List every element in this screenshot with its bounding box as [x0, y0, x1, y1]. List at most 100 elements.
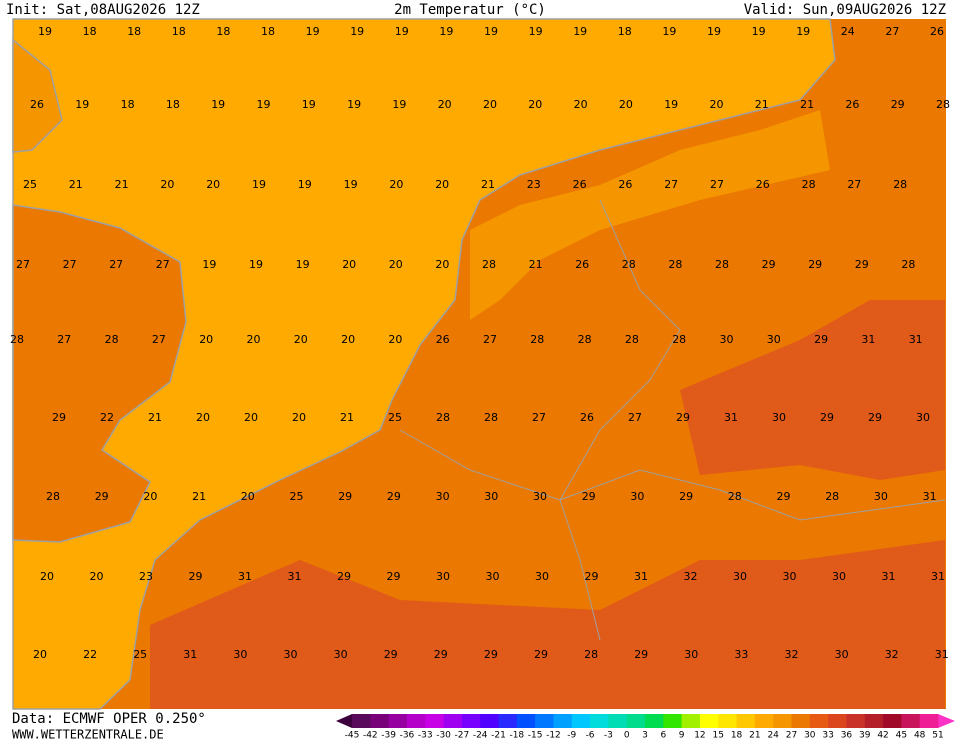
- colorbar-bin: [699, 714, 719, 728]
- temperature-label: 20: [292, 411, 306, 424]
- colorbar-bin: [516, 714, 536, 728]
- colorbar-tick-label: 48: [914, 731, 926, 741]
- colorbar-bin: [864, 714, 884, 728]
- colorbar-tick-label: -27: [455, 731, 470, 741]
- temperature-label: 30: [832, 570, 846, 583]
- temperature-label: 18: [216, 25, 230, 38]
- temperature-label: 19: [664, 98, 678, 111]
- temperature-label: 20: [483, 98, 497, 111]
- temperature-label: 20: [341, 333, 355, 346]
- temperature-label: 18: [261, 25, 275, 38]
- temperature-label: 29: [676, 411, 690, 424]
- colorbar-bin: [608, 714, 628, 728]
- map-title: 2m Temperatur (°C): [394, 2, 546, 18]
- colorbar-bin: [809, 714, 829, 728]
- colorbar-tick-label: -18: [509, 731, 524, 741]
- temperature-label: 30: [733, 570, 747, 583]
- colorbar-bin: [883, 714, 902, 728]
- temperature-label: 20: [435, 258, 449, 271]
- data-source: Data: ECMWF OPER 0.250°: [12, 711, 206, 727]
- temperature-label: 28: [10, 333, 24, 346]
- temperature-label: 20: [196, 411, 210, 424]
- temperature-label: 29: [387, 570, 401, 583]
- temperature-label: 18: [127, 25, 141, 38]
- temperature-label: 28: [668, 258, 682, 271]
- temperature-label: 30: [436, 490, 450, 503]
- colorbar-bin: [919, 714, 939, 728]
- colorbar-bin: [590, 714, 609, 728]
- temperature-label: 30: [436, 570, 450, 583]
- temperature-label: 20: [160, 178, 174, 191]
- temperature-label: 19: [350, 25, 364, 38]
- temperature-label: 28: [936, 98, 950, 111]
- colorbar-tick-label: 45: [896, 731, 907, 741]
- temperature-label: 29: [679, 490, 693, 503]
- colorbar-tick-label: 27: [786, 731, 797, 741]
- temperature-label: 24: [841, 25, 855, 38]
- colorbar-bin: [791, 714, 811, 728]
- temperature-label: 33: [734, 648, 748, 661]
- temperature-label: 20: [389, 258, 403, 271]
- temperature-label: 26: [436, 333, 450, 346]
- temperature-label: 19: [257, 98, 271, 111]
- temperature-label: 19: [296, 258, 310, 271]
- temperature-label: 20: [40, 570, 54, 583]
- temperature-label: 20: [33, 648, 47, 661]
- temperature-label: 28: [578, 333, 592, 346]
- temperature-label: 21: [148, 411, 162, 424]
- colorbar-bin: [828, 714, 847, 728]
- temperature-label: 30: [533, 490, 547, 503]
- temperature-label: 27: [847, 178, 861, 191]
- temperature-label: 31: [183, 648, 197, 661]
- temperature-label: 31: [923, 490, 937, 503]
- temperature-label: 30: [684, 648, 698, 661]
- temperature-label: 28: [802, 178, 816, 191]
- temperature-label: 29: [814, 333, 828, 346]
- temperature-label: 18: [121, 98, 135, 111]
- colorbar-tick-label: 0: [624, 731, 630, 741]
- temperature-label: 31: [931, 570, 945, 583]
- temperature-label: 27: [156, 258, 170, 271]
- temperature-label: 20: [528, 98, 542, 111]
- temperature-label: 29: [384, 648, 398, 661]
- temperature-label: 19: [529, 25, 543, 38]
- temperature-label: 19: [202, 258, 216, 271]
- temperature-label: 19: [395, 25, 409, 38]
- temperature-label: 23: [139, 570, 153, 583]
- temperature-label: 29: [634, 648, 648, 661]
- temperature-label: 29: [891, 98, 905, 111]
- temperature-label: 27: [109, 258, 123, 271]
- temperature-label: 28: [625, 333, 639, 346]
- temperature-label: 26: [756, 178, 770, 191]
- temperature-label: 31: [724, 411, 738, 424]
- temperature-label: 25: [290, 490, 304, 503]
- temperature-label: 19: [662, 25, 676, 38]
- colorbar-tick-label: 3: [642, 731, 648, 741]
- colorbar-tick-label: -42: [363, 731, 378, 741]
- colorbar-tick-label: 21: [749, 731, 760, 741]
- temperature-label: 28: [825, 490, 839, 503]
- colorbar-tick-label: 33: [822, 731, 833, 741]
- temperature-label: 25: [388, 411, 402, 424]
- temperature-label: 19: [298, 178, 312, 191]
- temperature-label: 25: [133, 648, 147, 661]
- temperature-label: 20: [244, 411, 258, 424]
- temperature-label: 31: [238, 570, 252, 583]
- temperature-label: 26: [618, 178, 632, 191]
- temperature-label: 27: [628, 411, 642, 424]
- temperature-label: 30: [484, 490, 498, 503]
- colorbar-bin: [498, 714, 518, 728]
- temperature-label: 21: [755, 98, 769, 111]
- temperature-label: 30: [767, 333, 781, 346]
- temperature-label: 27: [664, 178, 678, 191]
- temperature-label: 19: [344, 178, 358, 191]
- temperature-label: 29: [582, 490, 596, 503]
- temperature-label: 30: [783, 570, 797, 583]
- temperature-label: 21: [340, 411, 354, 424]
- temperature-label: 20: [199, 333, 213, 346]
- temperature-label: 27: [16, 258, 30, 271]
- temperature-label: 21: [800, 98, 814, 111]
- temperature-label: 28: [484, 411, 498, 424]
- colorbar-tick-label: -3: [604, 731, 613, 741]
